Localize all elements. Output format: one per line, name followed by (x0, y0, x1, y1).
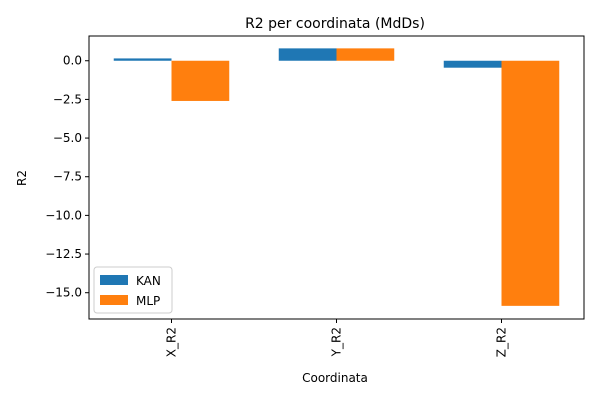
x-axis: X_R2 Y_R2 Z_R2 (165, 319, 509, 357)
y-axis: 0.0 −2.5 −5.0 −7.5 −10.0 −12.5 −15.0 (45, 54, 89, 300)
y-tick-label: −2.5 (53, 92, 82, 106)
legend-swatch-kan (100, 275, 128, 285)
legend-swatch-mlp (100, 295, 128, 305)
bar-kan-z_r2 (443, 60, 502, 68)
legend: KAN MLP (93, 266, 173, 314)
y-axis-title: R2 (15, 170, 29, 186)
chart-title: R2 per coordinata (MdDs) (245, 16, 425, 32)
y-tick-label: −12.5 (45, 247, 82, 261)
y-tick-label: −5.0 (53, 131, 82, 145)
bar-mlp-x_r2 (171, 60, 230, 101)
bar-mlp-z_r2 (501, 60, 560, 306)
x-axis-title: Coordinata (302, 371, 368, 385)
bar-mlp-y_r2 (336, 48, 395, 61)
x-tick-label: Z_R2 (495, 327, 509, 357)
y-tick-label: −7.5 (53, 170, 82, 184)
y-tick-label: −15.0 (45, 286, 82, 300)
y-tick-label: 0.0 (63, 54, 82, 68)
bar-kan-y_r2 (278, 48, 337, 61)
legend-label-mlp: MLP (136, 294, 160, 308)
plot-area (88, 35, 585, 320)
x-tick-label: X_R2 (165, 327, 179, 357)
legend-label-kan: KAN (136, 274, 161, 288)
bar-kan-x_r2 (113, 58, 172, 61)
y-tick-label: −10.0 (45, 208, 82, 222)
x-tick-label: Y_R2 (330, 327, 344, 357)
